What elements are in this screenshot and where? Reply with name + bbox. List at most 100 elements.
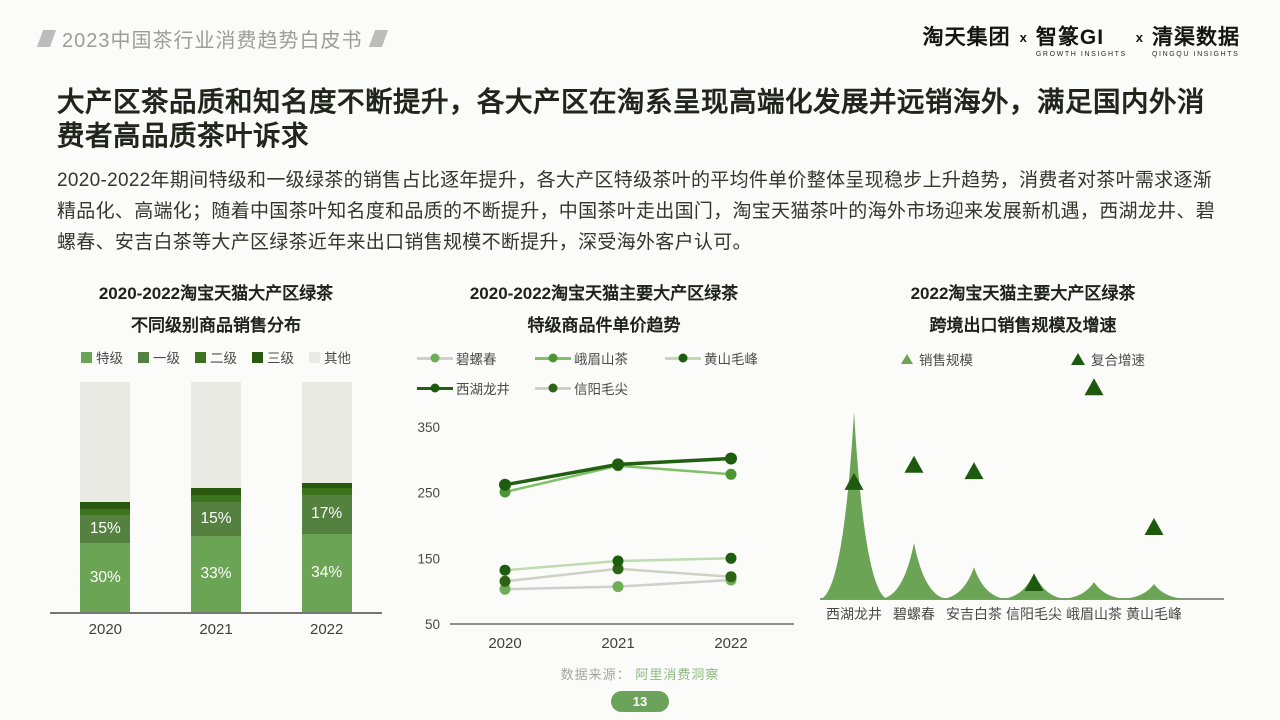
data-point-西湖龙井	[725, 452, 737, 465]
x-axis-label: 2020	[88, 621, 123, 639]
legend-line-swatch	[417, 353, 453, 363]
legend-label: 碧螺春	[456, 352, 497, 368]
logo-taotian: 淘天集团	[922, 26, 1011, 49]
legend-item-三级: 三级	[252, 347, 294, 367]
chart-grade-distribution: 2020-2022淘宝天猫大产区绿茶 不同级别商品销售分布 特级 一级 二级 三级 其他…	[50, 285, 382, 638]
bar-segment-二级	[80, 508, 131, 516]
legend-dot-swatch	[548, 353, 558, 363]
logo-separator-icon: x	[1135, 30, 1143, 45]
bar-segment-特级: 30%	[80, 543, 131, 613]
y-tick-label: 150	[417, 552, 440, 567]
chart3-legend: 销售规模 复合增速	[816, 349, 1230, 369]
bar-segment-三级	[80, 501, 131, 509]
x-axis-label: 碧螺春	[893, 606, 935, 622]
legend-label: 其他	[324, 351, 351, 367]
data-point-西湖龙井	[612, 458, 624, 471]
data-point-西湖龙井	[499, 479, 511, 492]
legend-label: 一级	[153, 351, 180, 367]
legend-line-swatch	[535, 383, 571, 393]
growth-marker-信阳毛尖	[1024, 574, 1044, 592]
bar-segment-三级	[301, 483, 352, 488]
legend-swatch	[252, 351, 263, 363]
logo-separator-icon: x	[1019, 30, 1027, 45]
legend-swatch	[138, 351, 149, 363]
legend-dot-swatch	[430, 353, 440, 363]
legend-label: 信阳毛尖	[574, 382, 628, 398]
legend-triangle-swatch	[1071, 353, 1085, 366]
bar-segment-其他	[80, 381, 131, 502]
data-point-信阳毛尖	[499, 576, 511, 588]
bar-segment-一级: 17%	[301, 494, 352, 534]
legend-item-销售规模: 销售规模	[901, 349, 973, 369]
legend-label: 销售规模	[919, 353, 973, 369]
growth-marker-碧螺春	[904, 456, 924, 474]
bar-segment-二级	[191, 494, 241, 502]
stacked-bar: 33% 15%	[191, 381, 241, 613]
bar-segment-一级: 15%	[80, 515, 131, 544]
sales-peak-碧螺春	[881, 543, 947, 600]
x-axis-label: 2022	[309, 621, 344, 639]
logo-lockup: 淘天集团 x 智篆GI GROWTH INSIGHTS x 清渠数据 QINGQ…	[923, 24, 1240, 58]
y-tick-label: 350	[417, 420, 440, 435]
logo-qingqu-text: 清渠数据	[1152, 26, 1240, 49]
chart2-plot-area: 350 250 150 50 2020 2021 2022	[417, 420, 794, 652]
legend-item-特级: 特级	[81, 347, 123, 367]
data-source-value: 阿里消费洞察	[635, 667, 720, 683]
sales-peak-安吉白茶	[941, 567, 1007, 600]
legend-line-swatch	[535, 353, 571, 363]
legend-dot-swatch	[678, 353, 688, 363]
chart2-title-line1: 2020-2022淘宝天猫主要大产区绿茶	[469, 284, 739, 304]
legend-item-碧螺春: 碧螺春	[417, 348, 535, 368]
sales-peak-西湖龙井	[821, 412, 887, 600]
data-point-信阳毛尖	[725, 571, 737, 583]
x-axis-label: 西湖龙井	[826, 606, 882, 622]
legend-label: 特级	[96, 351, 123, 367]
data-source: 数据来源： 阿里消费洞察	[0, 664, 1280, 683]
data-point-黄山毛峰	[499, 565, 511, 577]
body-paragraph: 2020-2022年期间特级和一级绿茶的销售占比逐年提升，各大产区特级茶叶的平均…	[57, 170, 1216, 253]
data-point-黄山毛峰	[725, 553, 737, 565]
legend-swatch	[195, 351, 206, 363]
page-number-badge: 13	[611, 691, 669, 713]
legend-triangle-swatch	[901, 354, 913, 365]
data-point-黄山毛峰	[612, 555, 624, 567]
legend-label: 西湖龙井	[456, 382, 510, 398]
stacked-bar: 30% 15%	[80, 381, 131, 613]
legend-item-二级: 二级	[195, 347, 237, 367]
chart3-title-line1: 2022淘宝天猫主要大产区绿茶	[910, 284, 1136, 304]
x-axis-label: 黄山毛峰	[1126, 606, 1182, 622]
x-axis-label: 信阳毛尖	[1006, 606, 1062, 622]
charts-row: 2020-2022淘宝天猫大产区绿茶 不同级别商品销售分布 特级 一级 二级 三级 其他…	[0, 285, 1280, 659]
x-axis-label: 安吉白茶	[946, 606, 1002, 622]
page-title: 大产区茶品质和知名度不断提升，各大产区在淘系呈现高端化发展并远销海外，满足国内外…	[57, 86, 1205, 152]
chart-unit-price-trend: 2020-2022淘宝天猫主要大产区绿茶 特级商品件单价趋势 碧螺春 峨眉山茶 黄山…	[402, 285, 806, 659]
data-source-label: 数据来源：	[560, 667, 631, 683]
bar-column: 33% 15%	[161, 381, 272, 613]
x-axis-label: 2021	[601, 635, 634, 652]
data-point-碧螺春	[499, 584, 511, 596]
y-tick-label: 250	[417, 486, 440, 501]
legend-dot-swatch	[430, 383, 440, 393]
data-point-峨眉山茶	[725, 469, 737, 481]
bar-column: 30% 15%	[50, 381, 161, 613]
chart-export-scale: 2022淘宝天猫主要大产区绿茶 跨境出口销售规模及增速 销售规模 复合增速 西湖龙…	[816, 285, 1230, 628]
bar-segment-特级: 34%	[301, 533, 352, 613]
chart1-legend: 特级 一级 二级 三级 其他	[50, 347, 382, 367]
legend-swatch	[81, 351, 92, 363]
legend-item-黄山毛峰: 黄山毛峰	[665, 348, 791, 368]
legend-item-西湖龙井: 西湖龙井	[417, 378, 535, 398]
bar-column: 34% 17%	[271, 381, 382, 613]
logo-qingqu-subtext: QINGQU INSIGHTS	[1152, 51, 1240, 58]
stacked-bar: 34% 17%	[301, 381, 352, 613]
bar-segment-特级: 33%	[191, 536, 241, 613]
x-axis-label: 峨眉山茶	[1066, 606, 1122, 622]
legend-label: 二级	[210, 351, 237, 367]
sales-peak-黄山毛峰	[1121, 584, 1187, 600]
legend-item-复合增速: 复合增速	[1071, 349, 1145, 369]
legend-label: 峨眉山茶	[574, 352, 628, 368]
chart1-title-line2: 不同级别商品销售分布	[131, 316, 301, 336]
legend-item-其他: 其他	[309, 347, 351, 367]
logo-zhizhuan-subtext: GROWTH INSIGHTS	[1035, 51, 1127, 58]
chart2-title-line2: 特级商品件单价趋势	[527, 316, 681, 336]
slash-icon	[368, 30, 388, 47]
